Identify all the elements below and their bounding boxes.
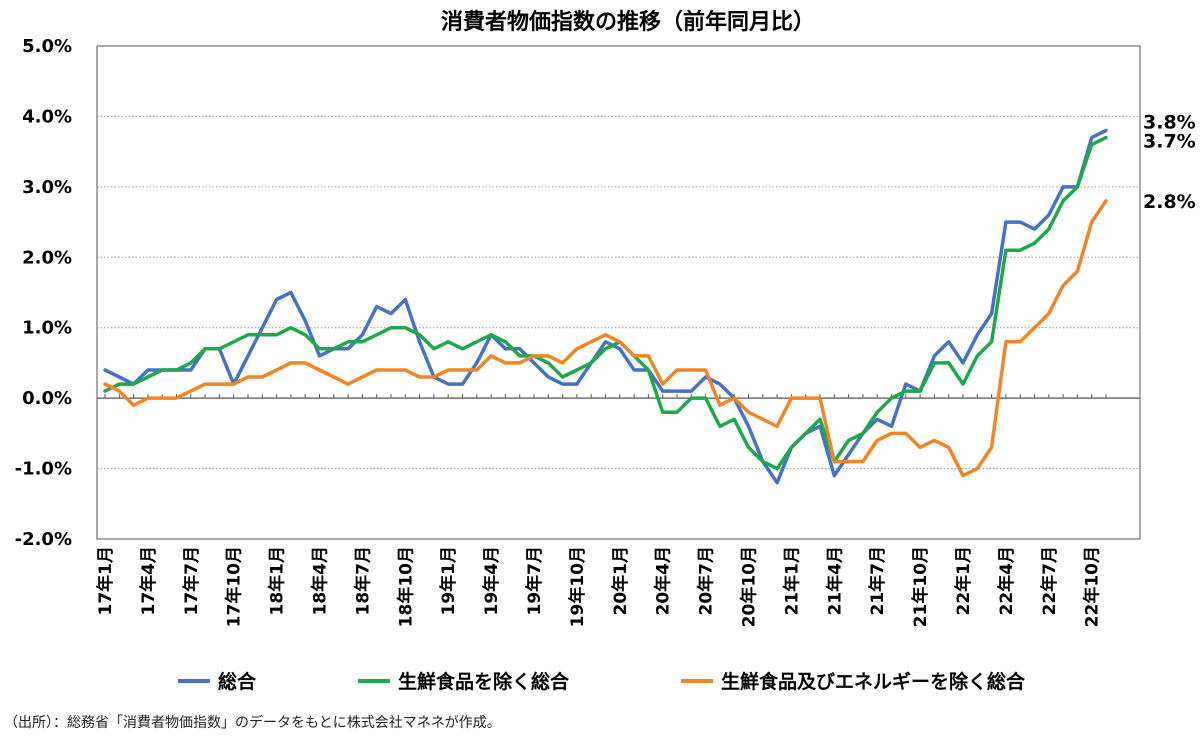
legend-label: 生鮮食品を除く総合 [398,670,570,693]
x-tick-label: 22年4月 [996,546,1017,616]
x-tick-labels: 17年1月 17年4月 17年7月 17年10月 18年1月 18年4月 18年7月 18年1… [95,546,1103,627]
legend: 総合 生鮮食品を除く総合 生鮮食品及びエネルギーを除く総合 [178,670,1026,693]
x-tick-label: 18年10月 [395,546,416,627]
x-tick-label: 20年10月 [739,546,760,627]
legend-item: 生鮮食品を除く総合 [358,670,570,693]
cpi-line-chart: 消費者物価指数の推移（前年同月比） 5.0% 4.0% 3.0% 2.0% 1.0% 0.… [15,9,1196,693]
source-note: （出所）：総務省「消費者物価指数」のデータをもとに株式会社マネネが作成。 [4,715,501,731]
chart-title: 消費者物価指数の推移（前年同月比） [441,9,815,35]
x-tick-label: 20年4月 [653,546,674,616]
end-value-labels: 3.8%3.7% 2.8% [1143,112,1196,213]
x-tick-label: 19年7月 [524,546,545,616]
x-tick-label: 19年10月 [567,546,588,627]
legend-label: 生鮮食品及びエネルギーを除く総合 [721,670,1026,693]
x-tick-label: 19年1月 [438,546,459,616]
x-tick-label: 22年1月 [953,546,974,616]
y-tick-label: 4.0% [22,106,72,127]
series-lines [103,128,1108,485]
y-tick-label: 5.0% [22,36,72,57]
x-tick-label: 20年7月 [696,546,717,616]
x-tick-label: 20年1月 [610,546,631,616]
x-tick-label: 18年7月 [352,546,373,616]
x-tick-label: 17年4月 [138,546,159,616]
legend-label: 総合 [218,670,257,693]
y-tick-label: -1.0% [15,459,72,480]
gridlines [97,45,1140,470]
axes [96,45,1141,540]
y-tick-label: 2.0% [22,247,72,268]
legend-item: 総合 [178,670,257,693]
y-tick-label: 3.0% [22,177,72,198]
y-tick-label: -2.0% [15,529,72,550]
end-value-label: 3.8% [1143,112,1196,134]
end-value-label: 2.8% [1143,191,1196,213]
x-tick-label: 21年7月 [867,546,888,616]
x-tick-label: 22年10月 [1082,546,1103,627]
series-line [103,128,1108,485]
x-tick-label: 21年10月 [910,546,931,627]
x-tick-label: 21年1月 [781,546,802,616]
end-value-label: 3.7% [1143,131,1196,153]
x-tick-label: 17年1月 [95,546,116,616]
x-tick-label: 17年7月 [181,546,202,616]
x-tick-label: 18年1月 [267,546,288,616]
series-line [103,135,1108,471]
y-tick-label: 1.0% [22,318,72,339]
x-tick-label: 22年7月 [1039,546,1060,616]
x-tick-label: 17年10月 [224,546,245,627]
plot-frame [96,45,1141,540]
y-tick-labels: 5.0% 4.0% 3.0% 2.0% 1.0% 0.0% -1.0% -2.0% [15,36,72,550]
legend-item: 生鮮食品及びエネルギーを除く総合 [681,670,1026,693]
y-tick-label: 0.0% [22,388,72,409]
series-line [103,199,1108,478]
x-tick-label: 19年4月 [481,546,502,616]
x-tick-label: 18年4月 [310,546,331,616]
x-tick-label: 21年4月 [824,546,845,616]
